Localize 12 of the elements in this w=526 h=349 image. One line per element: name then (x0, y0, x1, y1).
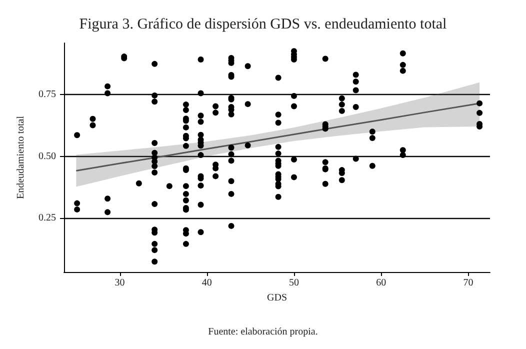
x-tick-label: 70 (463, 278, 474, 288)
x-axis-title: GDS (266, 292, 288, 304)
x-tick-label: 60 (376, 278, 386, 288)
y-tick-label: 0.50 (38, 150, 56, 162)
y-tick-label: 0.25 (38, 212, 56, 224)
x-tick-label: 50 (288, 278, 299, 288)
x-tick-label: 40 (202, 278, 212, 288)
y-tick-label: 0.75 (38, 89, 56, 100)
chart-title: Figura 3. Gráfico de dispersión GDS vs. endeudamiento total (79, 16, 447, 32)
y-axis-title: Endeudamiento total (16, 116, 26, 200)
x-tick-label: 30 (114, 278, 125, 288)
source-note: Fuente: elaboración propia. (208, 326, 318, 338)
